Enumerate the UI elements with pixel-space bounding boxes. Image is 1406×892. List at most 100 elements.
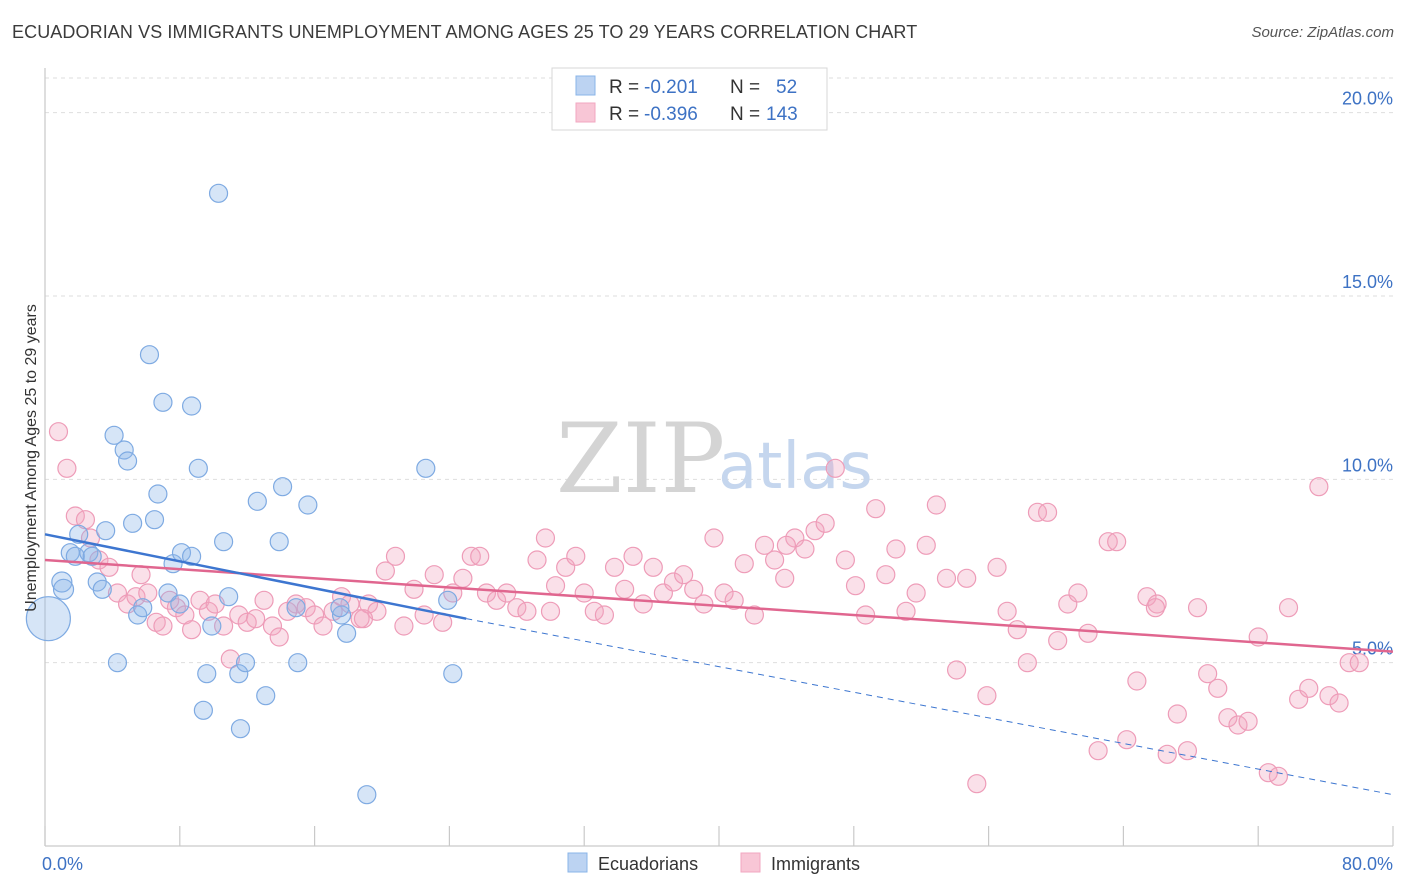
ecuadorians-point <box>117 451 138 471</box>
ecuadorians-point <box>229 664 249 684</box>
watermark: ZIP atlas <box>556 403 873 515</box>
immigrants-point <box>269 627 289 647</box>
trend-lines <box>44 533 1394 796</box>
ecuadorians-point <box>144 510 165 530</box>
x-tick-label-max: 80.0% <box>1342 854 1393 874</box>
immigrants-point <box>754 535 775 555</box>
ecuadorians-point <box>139 345 160 365</box>
immigrants-point <box>404 579 424 599</box>
immigrants-point <box>574 583 594 603</box>
immigrants-point <box>957 568 977 588</box>
immigrants-point <box>453 568 473 588</box>
immigrants-point <box>220 649 240 669</box>
chart-title: ECUADORIAN VS IMMIGRANTS UNEMPLOYMENT AM… <box>12 22 918 42</box>
immigrants-point <box>153 616 173 636</box>
immigrants-point <box>663 572 684 592</box>
ecuadorians-point <box>357 785 377 805</box>
immigrants-point <box>131 565 151 585</box>
legend-n-label-2: N = <box>730 104 760 125</box>
immigrants-point <box>936 568 957 588</box>
legend-r-label-1: R = <box>609 77 639 98</box>
immigrants-point <box>643 557 663 577</box>
ecuadorians-point <box>298 495 318 515</box>
immigrants-point <box>385 546 406 566</box>
source-label: Source: ZipAtlas.com <box>1251 24 1394 41</box>
x-tick-label-min: 0.0% <box>42 854 83 874</box>
ecuadorians-point <box>214 532 234 552</box>
ecuadorians-point <box>25 596 71 642</box>
immigrants-point <box>99 557 119 577</box>
y-axis-label: Unemployment Among Ages 25 to 29 years <box>23 304 40 612</box>
immigrants-point <box>977 686 997 706</box>
ecuadorians-point <box>181 546 202 566</box>
immigrants-point <box>987 557 1007 577</box>
immigrants-trend-line <box>44 558 1394 653</box>
immigrants-point <box>906 583 926 603</box>
bottom-legend-ecuadorians: Ecuadorians <box>598 854 698 874</box>
ecuadorians-points <box>25 183 463 805</box>
ecuadorians-point <box>133 598 153 618</box>
immigrants-point <box>775 568 795 588</box>
immigrants-point <box>375 561 395 581</box>
ecuadorians-point <box>443 664 463 684</box>
ecuadorians-point <box>288 653 308 673</box>
legend-n-label-1: N = <box>730 77 760 98</box>
immigrants-point <box>1198 664 1218 684</box>
ecuadorians-point <box>148 484 168 504</box>
immigrants-point <box>584 601 604 621</box>
immigrants-point <box>198 601 219 621</box>
immigrants-point <box>1088 741 1108 761</box>
ecuadorians-point <box>92 579 112 599</box>
ecuadorians-point <box>193 700 213 720</box>
immigrants-point <box>916 535 936 555</box>
immigrants-point <box>65 506 85 526</box>
bottom-legend-immigrants: Immigrants <box>771 854 860 874</box>
immigrants-point <box>1238 711 1258 731</box>
immigrants-point <box>1048 631 1068 651</box>
ecuadorians-point <box>181 396 202 416</box>
immigrants-point <box>527 550 547 570</box>
immigrants-point <box>805 521 825 541</box>
immigrants-point <box>566 546 586 566</box>
ecuadorians-point <box>269 532 289 552</box>
legend-swatch-ecuadorians <box>575 75 596 96</box>
immigrants-point <box>1017 653 1037 673</box>
legend-n-value-1: 52 <box>776 77 797 98</box>
immigrants-point <box>1007 620 1027 640</box>
ecuadorians-trend-line <box>44 533 467 620</box>
immigrants-point <box>765 550 785 570</box>
immigrants-point <box>394 616 414 636</box>
immigrants-point <box>714 583 734 603</box>
ecuadorians-point <box>197 664 217 684</box>
ecuadorians-point <box>96 521 116 541</box>
ecuadorians-point <box>330 598 350 618</box>
immigrants-point <box>1228 715 1248 735</box>
immigrants-point <box>594 605 615 625</box>
ecuadorians-point <box>114 440 134 460</box>
ecuadorians-trend-extension <box>466 618 1394 796</box>
immigrants-point <box>946 660 967 680</box>
immigrants-point <box>1157 744 1177 764</box>
y-tick-label: 10.0% <box>1342 455 1393 475</box>
immigrants-point <box>926 495 946 515</box>
immigrants-point <box>997 601 1017 621</box>
ecuadorians-point <box>153 392 173 412</box>
bottom-legend-swatch-immigrants <box>740 852 761 873</box>
watermark-atlas: atlas <box>718 430 873 504</box>
legend-r-value-2: -0.396 <box>644 104 698 125</box>
ecuadorians-point <box>104 425 124 445</box>
immigrants-point <box>1218 708 1238 728</box>
ecuadorians-point <box>272 477 293 497</box>
axes: 5.0%10.0%15.0%20.0% <box>44 68 1394 847</box>
immigrants-point <box>744 605 764 625</box>
immigrants-point <box>181 620 202 640</box>
immigrants-point <box>262 616 283 636</box>
immigrants-points <box>48 422 1369 794</box>
immigrants-point <box>674 565 694 585</box>
ecuadorians-point <box>256 686 276 706</box>
immigrants-point <box>604 557 625 577</box>
immigrants-point <box>967 774 987 794</box>
immigrants-point <box>633 594 653 614</box>
immigrants-point <box>776 535 797 555</box>
ecuadorians-point <box>202 616 222 636</box>
